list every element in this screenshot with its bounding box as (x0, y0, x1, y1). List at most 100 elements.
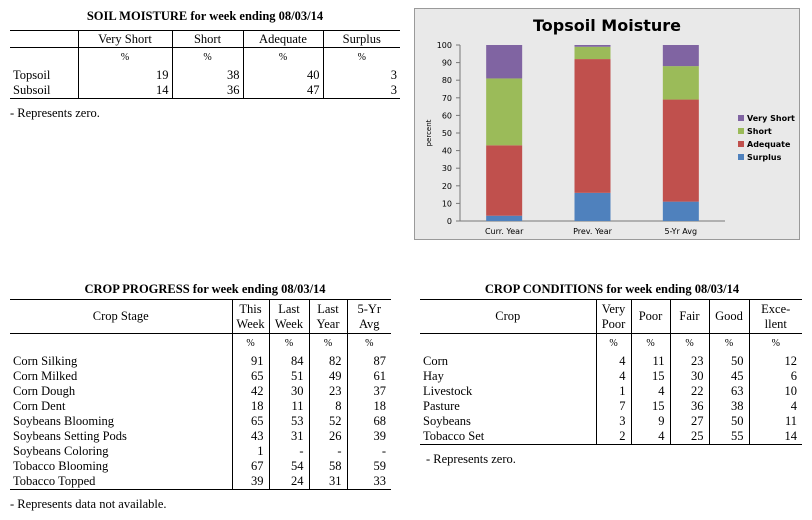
cell-value: 30 (670, 368, 710, 384)
cell-value: 39 (232, 473, 270, 489)
legend-swatch (738, 141, 744, 147)
table-row: Tobacco Set 2 4 25 55 14 (420, 428, 802, 444)
table-row: Tobacco Topped 39 24 31 33 (10, 473, 391, 489)
pct-unit: % (771, 338, 780, 350)
x-category-label: Prev. Year (573, 227, 613, 236)
col-header-last-year: Last Year (309, 299, 348, 334)
cell-value: 30 (269, 383, 310, 399)
bar-segment-adequate (662, 99, 699, 202)
cell-value: 27 (670, 413, 710, 429)
x-category-label: 5-Yr Avg (665, 227, 698, 236)
y-tick-label: 70 (442, 94, 452, 103)
row-label: Tobacco Blooming (10, 458, 233, 474)
cell-value: 7 (596, 398, 632, 414)
cell-value: - (269, 443, 310, 459)
soil-moisture-title: SOIL MOISTURE for week ending 08/03/14 (86, 9, 324, 23)
bar-segment-very-short (662, 45, 699, 67)
y-axis-label: percent (425, 119, 433, 146)
cell-value: 18 (232, 398, 270, 414)
col-header-short: Short (171, 30, 244, 48)
blank-header-cell (10, 30, 78, 48)
cell-value: 65 (232, 368, 270, 384)
cell-value: 15 (631, 398, 671, 414)
cell-value: 91 (232, 353, 270, 369)
table-row: Corn Silking 91 84 82 87 (10, 353, 391, 369)
legend-label: Short (747, 127, 772, 136)
row-label: Corn Dent (10, 398, 233, 414)
cell-value: 51 (269, 368, 310, 384)
cell-value: 37 (373, 383, 387, 398)
row-label: Hay (420, 368, 597, 384)
cell-value: 42 (232, 383, 270, 399)
cell-value: 3 (596, 413, 632, 429)
bar-segment-surplus (574, 192, 611, 221)
bar-segment-surplus (662, 201, 699, 221)
pct-unit: % (243, 47, 324, 68)
col-header-very-poor: Very Poor (596, 299, 632, 334)
cell-value: 36 (172, 82, 244, 98)
cell-value: 59 (373, 458, 387, 473)
row-label: Pasture (420, 398, 597, 414)
col-header-excellent: Exce-llent (761, 301, 791, 331)
cell-value: 9 (631, 413, 671, 429)
cell-value: 45 (709, 368, 750, 384)
cell-value: 26 (309, 428, 348, 444)
table-row: Soybeans Blooming 65 53 52 68 (10, 413, 391, 429)
bar-segment-short (486, 78, 523, 146)
row-label: Livestock (420, 383, 597, 399)
col-header-5yr-avg: 5-Yr Avg (357, 301, 382, 331)
pct-unit: % (77, 47, 173, 68)
table-row: Corn Milked 65 51 49 61 (10, 368, 391, 384)
cell-value: 65 (232, 413, 270, 429)
cell-value: 38 (709, 398, 750, 414)
bar-segment-very-short (574, 45, 611, 47)
col-header-crop-stage: Crop Stage (10, 299, 233, 334)
y-tick-label: 100 (437, 41, 452, 50)
row-label: Tobacco Set (420, 428, 597, 444)
table-row: Corn Dough 42 30 23 37 (10, 383, 391, 399)
cell-value: 11 (269, 398, 310, 414)
row-label: Corn Silking (10, 353, 233, 369)
pct-unit: % (309, 333, 348, 354)
pct-unit: % (365, 338, 374, 350)
col-header-surplus: Surplus (322, 30, 400, 48)
row-label: Soybeans (420, 413, 597, 429)
table-row: Soybeans Coloring 1- - - (10, 443, 391, 459)
cell-value: 23 (670, 353, 710, 369)
cell-value: 14 (77, 82, 173, 98)
cell-value: 4 (790, 398, 797, 413)
cell-value: 39 (373, 428, 387, 443)
chart-title: Topsoil Moisture (533, 16, 681, 35)
row-label: Topsoil (13, 67, 51, 82)
table-row: Pasture 7 15 36 38 4 (420, 398, 802, 414)
cell-value: - (381, 443, 386, 458)
cell-value: 52 (309, 413, 348, 429)
cell-value: 63 (709, 383, 750, 399)
cell-value: 6 (790, 368, 797, 383)
x-category-label: Curr. Year (485, 227, 524, 236)
cell-value: 15 (631, 368, 671, 384)
bar-segment-short (662, 66, 699, 100)
bar-segment-surplus (486, 215, 523, 221)
cell-value: 43 (232, 428, 270, 444)
table-row: Soybeans 3 9 27 50 11 (420, 413, 802, 429)
table-row: Topsoil 19 38 40 3 (10, 67, 400, 83)
cell-value: 38 (172, 67, 244, 83)
bar-segment-adequate (486, 145, 523, 216)
cell-value: 4 (631, 428, 671, 444)
cell-value: 18 (373, 398, 387, 413)
cell-value: 33 (373, 473, 387, 488)
cell-value: 11 (631, 353, 671, 369)
row-label: Soybeans Blooming (10, 413, 233, 429)
pct-unit: % (596, 333, 632, 354)
legend-swatch (738, 128, 744, 134)
y-tick-label: 0 (447, 217, 452, 226)
cell-value: 67 (232, 458, 270, 474)
cell-value: 50 (709, 413, 750, 429)
cell-value: - (309, 443, 348, 459)
crop-progress-table: Crop Stage This Week Last Week Last Year 5-… (10, 299, 391, 490)
cell-value: 31 (309, 473, 348, 489)
table-row: Livestock 1 4 22 63 10 (420, 383, 802, 399)
y-tick-label: 30 (442, 164, 452, 173)
crop-conditions-title: CROP CONDITIONS for week ending 08/03/14 (484, 282, 740, 296)
